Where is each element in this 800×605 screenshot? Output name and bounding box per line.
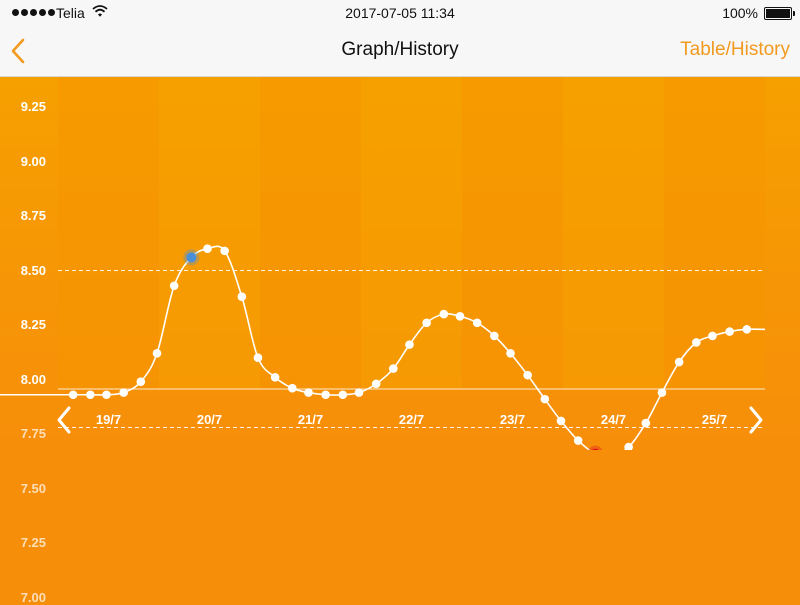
y-tick-label: 7.75 <box>20 426 46 441</box>
x-tick-label: 25/7 <box>701 412 728 427</box>
day-band <box>664 77 765 389</box>
data-point <box>119 388 128 397</box>
data-point <box>338 390 348 400</box>
x-tick-label: 19/7 <box>95 412 122 427</box>
table-history-button[interactable]: Table/History <box>680 39 790 60</box>
history-line-chart[interactable] <box>0 77 800 450</box>
data-point <box>220 246 229 256</box>
chevron-left-icon[interactable] <box>6 36 32 66</box>
navigation-bar: Graph/History Table/History <box>0 28 800 76</box>
day-band <box>361 77 462 389</box>
wifi-icon <box>92 5 108 17</box>
data-point <box>68 390 78 400</box>
y-tick-label: 9.25 <box>20 99 46 114</box>
carrier-name: Telia <box>56 5 85 21</box>
status-bar: Telia 2017-07-05 11:34 100% <box>0 0 800 28</box>
data-point <box>152 349 162 358</box>
min-point-halo <box>588 445 603 450</box>
data-point <box>624 442 633 450</box>
data-point <box>742 325 752 334</box>
data-point <box>288 383 297 393</box>
data-point <box>422 318 431 328</box>
data-point <box>506 349 515 358</box>
x-tick-label: 22/7 <box>398 412 425 427</box>
y-tick-label: 7.00 <box>20 589 46 605</box>
data-point <box>490 331 499 341</box>
data-point <box>556 416 566 426</box>
data-point <box>523 370 532 380</box>
x-tick-label: 23/7 <box>499 412 526 427</box>
day-band <box>260 77 361 389</box>
y-tick-label: 7.25 <box>20 535 46 550</box>
day-band <box>462 77 563 389</box>
signal-dots-icon <box>12 9 55 16</box>
data-point <box>439 309 449 319</box>
day-band <box>563 77 664 389</box>
data-point <box>237 292 247 301</box>
x-tick-label: 20/7 <box>196 412 223 427</box>
data-point <box>102 390 111 400</box>
data-point <box>169 281 179 291</box>
battery-icon <box>764 7 795 20</box>
data-point <box>203 244 212 253</box>
data-point <box>270 373 280 382</box>
status-time: 2017-07-05 11:34 <box>345 5 455 21</box>
y-tick-label: 8.00 <box>20 371 46 387</box>
chart-area: 9.25 9.00 8.75 8.50 8.25 8.00 7.75 7.50 7.25 7.00… <box>0 77 800 605</box>
max-point <box>186 252 197 263</box>
data-point <box>304 388 313 397</box>
day-band <box>159 77 260 389</box>
next-week-arrow-icon[interactable] <box>744 405 768 435</box>
data-point <box>692 338 701 347</box>
y-tick-label: 7.50 <box>20 480 46 496</box>
data-point <box>136 377 146 386</box>
data-point <box>641 418 651 428</box>
x-tick-label: 21/7 <box>297 412 324 427</box>
data-point <box>708 331 717 341</box>
y-tick-label: 8.25 <box>20 317 46 332</box>
page-title: Graph/History <box>341 39 459 60</box>
x-tick-label: 24/7 <box>600 412 627 427</box>
data-point <box>540 394 550 404</box>
data-point <box>472 318 482 328</box>
data-point <box>86 390 95 400</box>
data-point <box>455 311 465 321</box>
data-point <box>321 390 330 400</box>
y-tick-label: 8.75 <box>20 208 46 223</box>
day-band <box>58 77 159 389</box>
y-tick-label: 8.50 <box>20 262 46 278</box>
previous-week-arrow-icon[interactable] <box>52 405 76 435</box>
data-point <box>573 436 583 445</box>
data-point <box>371 379 381 389</box>
data-point <box>405 340 414 349</box>
data-point <box>725 327 734 336</box>
battery-percent: 100% <box>722 5 758 21</box>
data-point <box>674 357 684 367</box>
y-tick-label: 9.00 <box>20 153 46 169</box>
data-point <box>657 388 667 397</box>
data-point <box>389 364 398 373</box>
data-point <box>354 388 364 397</box>
data-point <box>253 353 263 363</box>
header: Telia 2017-07-05 11:34 100% Graph/Histor… <box>0 0 800 77</box>
